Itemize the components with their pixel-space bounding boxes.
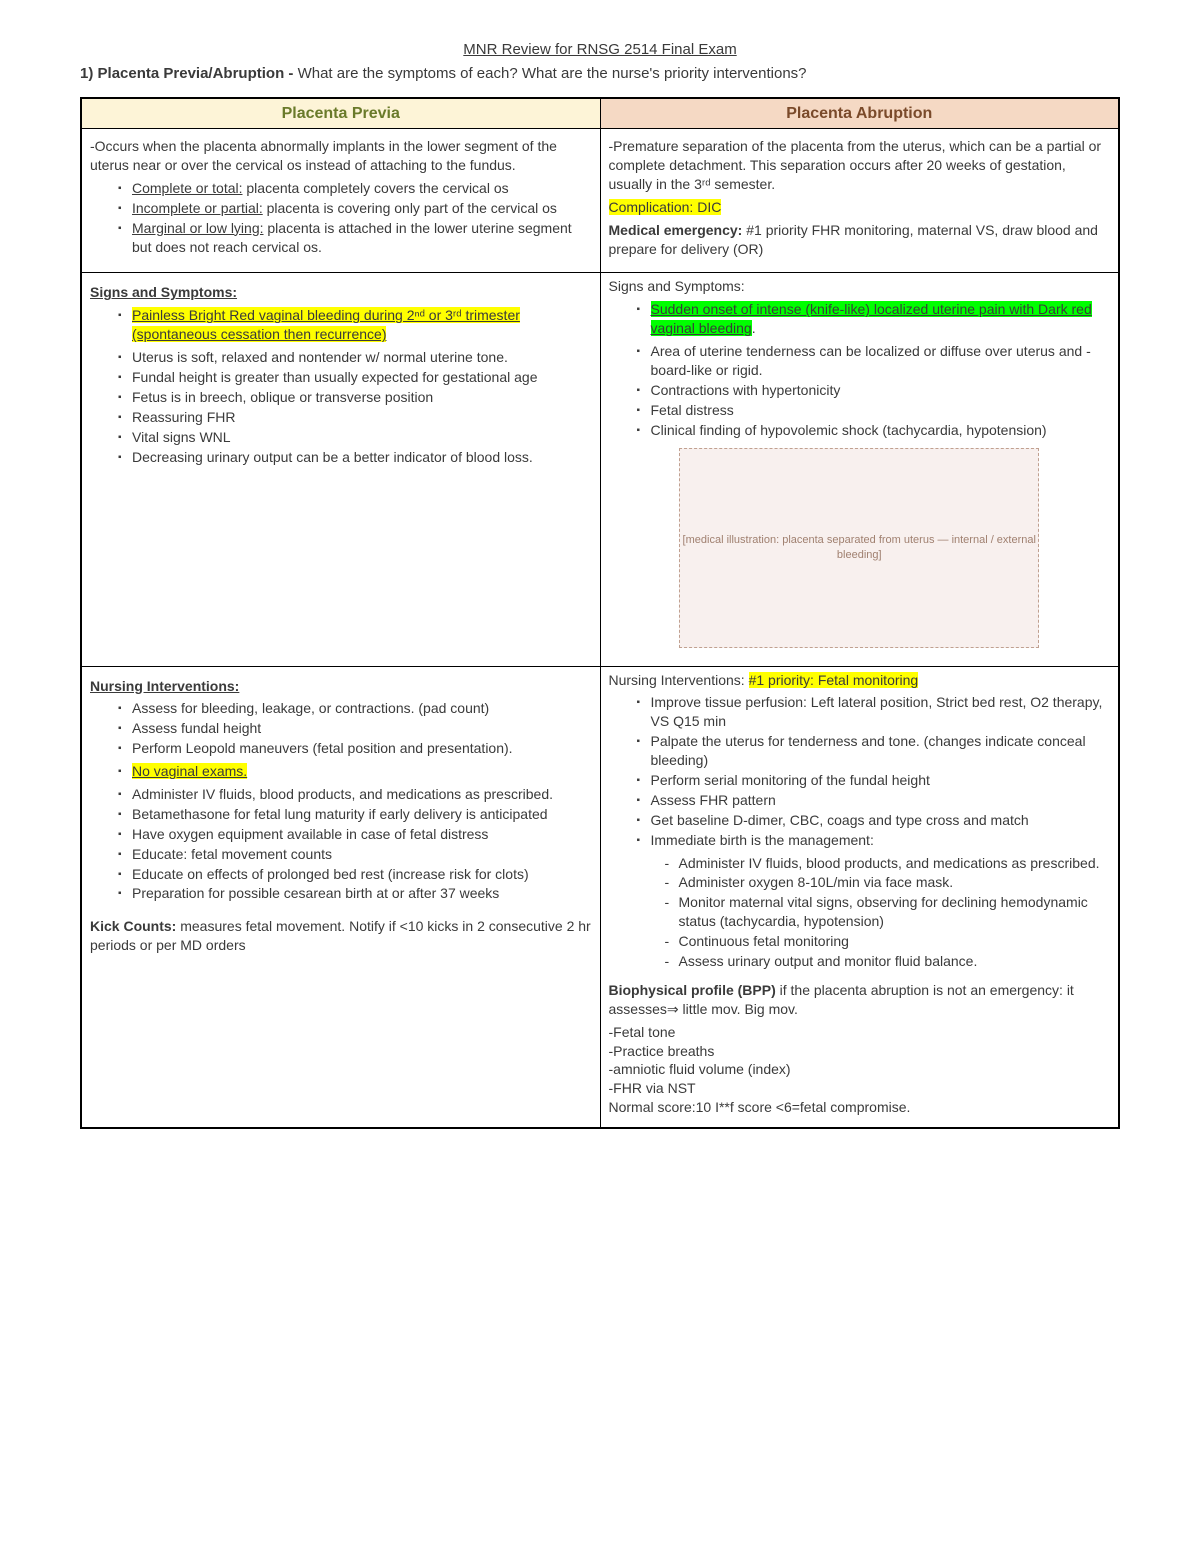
abruption-intro: -Premature separation of the placenta fr… (609, 137, 1111, 194)
previa-type-item: Marginal or low lying: placenta is attac… (118, 219, 592, 257)
bpp-line: -Fetal tone (609, 1023, 1111, 1042)
comparison-table: Placenta Previa Placenta Abruption -Occu… (80, 97, 1120, 1130)
previa-ss-cell: Signs and Symptoms: Painless Bright Red … (81, 273, 600, 666)
abruption-ss-item: Area of uterine tenderness can be locali… (637, 342, 1111, 380)
previa-ni-item: Preparation for possible cesarean birth … (118, 884, 592, 903)
abruption-ni-heading: Nursing Interventions: #1 priority: Feta… (609, 671, 1111, 690)
abruption-ni-list: Improve tissue perfusion: Left lateral p… (609, 693, 1111, 849)
previa-ni-highlight: No vaginal exams. (118, 762, 592, 781)
question-topic: Placenta Previa/Abruption - (98, 65, 294, 82)
abruption-description-cell: -Premature separation of the placenta fr… (600, 129, 1119, 273)
abruption-ni-item: Assess FHR pattern (637, 791, 1111, 810)
previa-ni-item: Educate on effects of prolonged bed rest… (118, 865, 592, 884)
previa-ni-item: Administer IV fluids, blood products, an… (118, 785, 592, 804)
previa-ss-item: Decreasing urinary output can be a bette… (118, 448, 592, 467)
previa-ni-item: Assess for bleeding, leakage, or contrac… (118, 699, 592, 718)
previa-ss-item: Fundal height is greater than usually ex… (118, 368, 592, 387)
previa-ni-item: Have oxygen equipment available in case … (118, 825, 592, 844)
abruption-ss-item: Clinical finding of hypovolemic shock (t… (637, 421, 1111, 440)
abruption-ni-subitem: Assess urinary output and monitor fluid … (665, 952, 1111, 971)
bpp-line: -amniotic fluid volume (index) (609, 1060, 1111, 1079)
abruption-ni-item: Improve tissue perfusion: Left lateral p… (637, 693, 1111, 731)
abruption-ss-items: Area of uterine tenderness can be locali… (609, 342, 1111, 439)
header-abruption: Placenta Abruption (600, 98, 1119, 129)
previa-ss-item: Reassuring FHR (118, 408, 592, 427)
bpp-line: -Practice breaths (609, 1042, 1111, 1061)
abruption-diagram: [medical illustration: placenta separate… (679, 448, 1039, 648)
abruption-ni-item: Immediate birth is the management: (637, 831, 1111, 850)
abruption-ni-item: Palpate the uterus for tenderness and to… (637, 732, 1111, 770)
abruption-ni-subitem: Administer oxygen 8-10L/min via face mas… (665, 873, 1111, 892)
abruption-ni-cell: Nursing Interventions: #1 priority: Feta… (600, 666, 1119, 1128)
previa-ss-item: Vital signs WNL (118, 428, 592, 447)
previa-ni-item: Educate: fetal movement counts (118, 845, 592, 864)
abruption-ni-item: Perform serial monitoring of the fundal … (637, 771, 1111, 790)
previa-ni-item: Assess fundal height (118, 719, 592, 738)
bpp-line: Normal score:10 I**f score <6=fetal comp… (609, 1098, 1111, 1117)
question-text: What are the symptoms of each? What are … (293, 65, 806, 82)
previa-ss-list: Painless Bright Red vaginal bleeding dur… (90, 306, 592, 344)
previa-ni-item: Betamethasone for fetal lung maturity if… (118, 805, 592, 824)
abruption-ni-sublist: Administer IV fluids, blood products, an… (609, 854, 1111, 971)
abruption-ss-heading: Signs and Symptoms: (609, 277, 1111, 296)
previa-intro: -Occurs when the placenta abnormally imp… (90, 137, 592, 175)
abruption-ss-highlight: Sudden onset of intense (knife-like) loc… (637, 300, 1111, 338)
previa-ni-heading: Nursing Interventions: (90, 677, 592, 696)
abruption-ni-subitem: Continuous fetal monitoring (665, 932, 1111, 951)
abruption-ss-list: Sudden onset of intense (knife-like) loc… (609, 300, 1111, 338)
previa-ni-list-post: Administer IV fluids, blood products, an… (90, 785, 592, 903)
previa-ni-highlight-wrap: No vaginal exams. (90, 762, 592, 781)
header-previa: Placenta Previa (81, 98, 600, 129)
abruption-ni-subitem: Monitor maternal vital signs, observing … (665, 893, 1111, 931)
previa-ss-highlight: Painless Bright Red vaginal bleeding dur… (118, 306, 592, 344)
previa-type-item: Complete or total: placenta completely c… (118, 179, 592, 198)
abruption-ss-item: Contractions with hypertonicity (637, 381, 1111, 400)
previa-ni-list-pre: Assess for bleeding, leakage, or contrac… (90, 699, 592, 758)
previa-types-list: Complete or total: placenta completely c… (90, 179, 592, 257)
doc-title: MNR Review for RNSG 2514 Final Exam (80, 40, 1120, 60)
previa-kick-counts: Kick Counts: measures fetal movement. No… (90, 917, 592, 955)
previa-type-item: Incomplete or partial: placenta is cover… (118, 199, 592, 218)
previa-ss-item: Uterus is soft, relaxed and nontender w/… (118, 348, 592, 367)
abruption-complication: Complication: DIC (609, 198, 1111, 217)
question-number: 1) (80, 65, 93, 82)
abruption-ss-cell: Signs and Symptoms: Sudden onset of inte… (600, 273, 1119, 666)
abruption-bpp-lines: -Fetal tone-Practice breaths-amniotic fl… (609, 1023, 1111, 1117)
question-line: 1) Placenta Previa/Abruption - What are … (80, 64, 1120, 84)
previa-ss-heading: Signs and Symptoms: (90, 283, 592, 302)
previa-ss-items: Uterus is soft, relaxed and nontender w/… (90, 348, 592, 466)
previa-ni-item: Perform Leopold maneuvers (fetal positio… (118, 739, 592, 758)
abruption-bpp: Biophysical profile (BPP) if the placent… (609, 981, 1111, 1019)
bpp-line: -FHR via NST (609, 1079, 1111, 1098)
abruption-ni-item: Get baseline D-dimer, CBC, coags and typ… (637, 811, 1111, 830)
abruption-med-emergency: Medical emergency: #1 priority FHR monit… (609, 221, 1111, 259)
previa-ss-item: Fetus is in breech, oblique or transvers… (118, 388, 592, 407)
previa-description-cell: -Occurs when the placenta abnormally imp… (81, 129, 600, 273)
abruption-ni-subitem: Administer IV fluids, blood products, an… (665, 854, 1111, 873)
previa-ni-cell: Nursing Interventions: Assess for bleedi… (81, 666, 600, 1128)
abruption-ss-item: Fetal distress (637, 401, 1111, 420)
